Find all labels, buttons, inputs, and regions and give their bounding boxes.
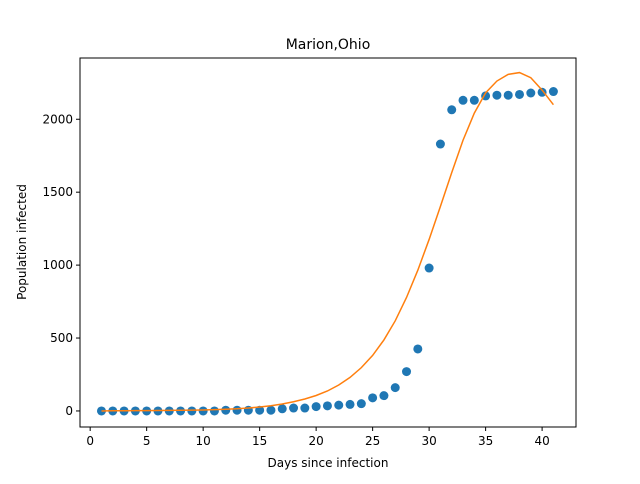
data-point	[424, 263, 434, 273]
data-point	[277, 404, 287, 414]
data-point	[379, 391, 389, 401]
data-point	[503, 90, 513, 100]
data-point	[345, 399, 355, 409]
data-point	[232, 405, 242, 415]
data-point	[96, 406, 106, 416]
y-tick-label: 2000	[42, 112, 73, 126]
x-tick-label: 0	[86, 434, 94, 448]
data-point	[402, 367, 412, 377]
data-point	[492, 90, 502, 100]
data-point	[300, 403, 310, 413]
data-point	[255, 405, 265, 415]
data-point	[515, 89, 525, 99]
data-point	[198, 406, 208, 416]
y-axis-label: Population infected	[15, 184, 29, 300]
x-axis-ticks: 0 5 10 15 20 25 30 35 40	[86, 427, 550, 448]
data-point	[413, 344, 423, 354]
x-tick-label: 15	[252, 434, 267, 448]
data-point	[368, 393, 378, 403]
data-point	[435, 139, 445, 149]
y-axis-ticks: 0 500 1000 1500 2000	[42, 112, 80, 418]
data-point	[548, 87, 558, 97]
data-point	[322, 401, 332, 411]
data-point	[469, 95, 479, 105]
x-tick-label: 40	[534, 434, 549, 448]
plot-frame	[79, 57, 577, 428]
data-point	[447, 105, 457, 115]
chart-title: Marion,Ohio	[286, 37, 371, 53]
fitted-curve	[101, 71, 554, 412]
data-point	[526, 88, 536, 98]
y-tick-label: 0	[65, 404, 73, 418]
series-layer	[96, 71, 558, 416]
data-point	[356, 399, 366, 409]
data-point	[537, 87, 547, 97]
data-point	[311, 402, 321, 412]
y-tick-label: 1000	[42, 258, 73, 272]
data-point	[458, 95, 468, 105]
y-tick-label: 1500	[42, 185, 73, 199]
x-tick-label: 30	[421, 434, 436, 448]
x-tick-label: 35	[478, 434, 493, 448]
x-tick-label: 10	[196, 434, 211, 448]
x-tick-label: 5	[143, 434, 151, 448]
x-tick-label: 25	[365, 434, 380, 448]
x-axis-label: Days since infection	[268, 456, 389, 470]
data-point	[334, 400, 344, 410]
data-point	[221, 405, 231, 415]
data-point	[187, 406, 197, 416]
x-tick-label: 20	[308, 434, 323, 448]
data-point	[390, 383, 400, 393]
data-point	[209, 406, 219, 416]
data-point	[266, 405, 276, 415]
y-tick-label: 500	[50, 331, 73, 345]
data-point	[289, 403, 299, 413]
